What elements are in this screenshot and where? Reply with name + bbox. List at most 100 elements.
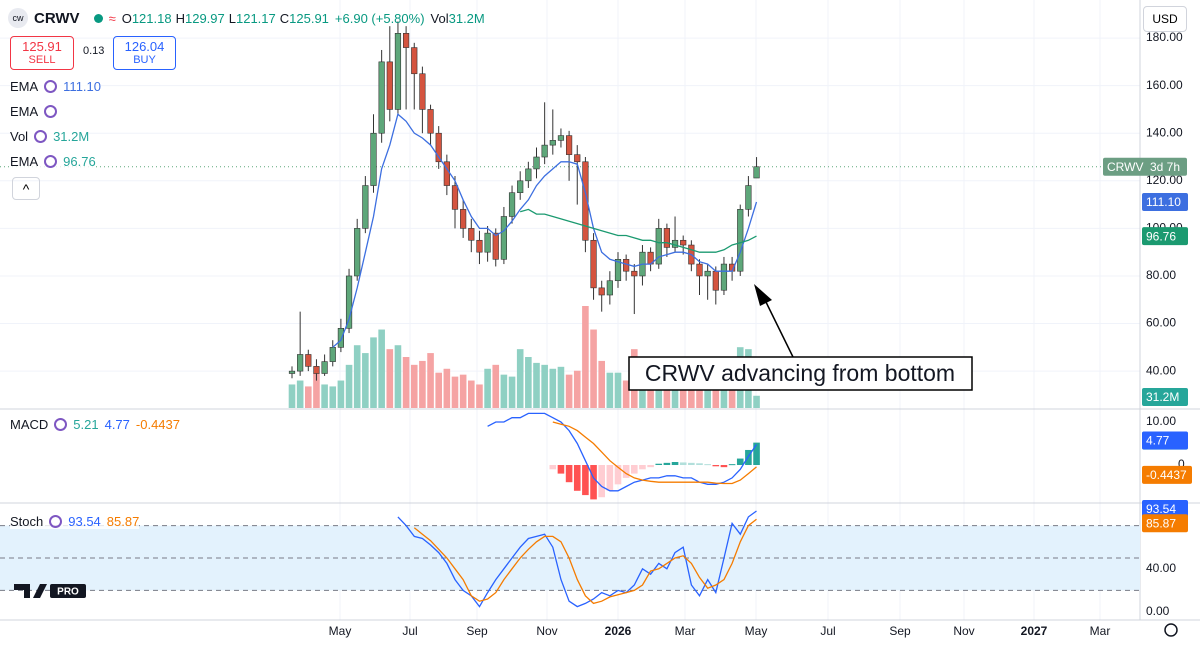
- logo-mark: [14, 584, 47, 598]
- macd-tick-label: 0: [1178, 457, 1185, 471]
- candle-body: [745, 185, 752, 210]
- macd-histogram-bar: [655, 463, 663, 466]
- price-tag-label: 85.87: [1146, 516, 1176, 530]
- y-tick-label: 160.00: [1146, 78, 1183, 92]
- ohlc-key: C: [279, 10, 290, 26]
- volume-bar: [753, 395, 760, 408]
- candle-body: [345, 275, 353, 329]
- volume-bar: [720, 378, 728, 408]
- volume-bar: [704, 380, 711, 408]
- macd-histogram-bar: [720, 465, 728, 468]
- volume-bar: [345, 364, 353, 408]
- macd-histogram-bar: [639, 465, 646, 470]
- candle-body: [370, 132, 377, 186]
- buy-label: BUY: [133, 54, 156, 66]
- macd-histogram-bar: [671, 462, 679, 466]
- candle-body: [329, 347, 336, 362]
- candle-body: [492, 232, 499, 260]
- price-tag-label: -0.4437: [1146, 468, 1187, 482]
- legend-name: Stoch: [10, 514, 44, 529]
- symbol-tag-name: CRWV: [1107, 160, 1143, 174]
- volume-bar: [655, 376, 663, 408]
- candle-body: [500, 216, 508, 260]
- price-tag-label: 93.54: [1146, 502, 1176, 516]
- volume-bar: [419, 360, 426, 408]
- volume-bar: [508, 376, 516, 408]
- candle-body: [517, 180, 524, 193]
- volume-bar: [370, 337, 377, 408]
- macd-histogram-bar: [582, 465, 589, 496]
- volume-bar: [533, 362, 540, 408]
- currency[interactable]: USD: [1143, 6, 1187, 32]
- settings-icon[interactable]: [1164, 623, 1178, 637]
- candle-body: [419, 73, 426, 110]
- macd-histogram-bar: [549, 465, 557, 470]
- change: +6.90 (+5.80%): [334, 10, 425, 26]
- candle-body: [297, 354, 304, 372]
- candle-body: [508, 192, 516, 217]
- legend-icon: [54, 418, 68, 431]
- volume-bar: [329, 386, 337, 408]
- collapse-button[interactable]: ^: [12, 177, 40, 200]
- candle-body: [590, 239, 597, 289]
- legend-name: Vol: [10, 129, 29, 144]
- x-tick-label: Sep: [889, 624, 911, 638]
- volume-bar: [353, 345, 361, 408]
- macd-histogram-bar: [728, 464, 736, 466]
- candle-body: [704, 270, 711, 277]
- price-tag: [1142, 465, 1192, 484]
- stoch-line: [397, 510, 757, 608]
- ohlc-item: L121.17: [229, 11, 276, 26]
- candle-body: [321, 361, 328, 374]
- ohlc-key: O: [121, 10, 132, 26]
- volume-bar: [459, 374, 467, 408]
- macd-histogram-bar: [736, 458, 744, 466]
- candle-body: [680, 239, 687, 246]
- buy-button[interactable]: 126.04 BUY: [113, 36, 176, 70]
- volume-bar: [525, 357, 532, 408]
- legend-row: EMA: [10, 104, 58, 119]
- volume-bar: [378, 329, 385, 408]
- buy-price: 126.04: [124, 39, 165, 54]
- x-tick-label: Mar: [1090, 624, 1111, 638]
- volume-bar: [402, 357, 410, 408]
- sell-button[interactable]: 125.91 SELL: [10, 36, 74, 70]
- volume-bar: [288, 384, 296, 408]
- ohlc-key: H: [175, 10, 185, 26]
- price-tag: [1142, 499, 1188, 518]
- macd-histogram-bar: [679, 462, 687, 466]
- volume-bar: [313, 372, 320, 408]
- candle-body: [427, 109, 434, 134]
- volume-bar: [679, 380, 687, 408]
- volume-bar: [451, 376, 459, 408]
- symbol-icon: cw: [8, 8, 28, 28]
- candle-body: [354, 228, 361, 277]
- legend-icon: [44, 155, 58, 168]
- candle-body: [753, 166, 760, 179]
- candle-body: [631, 270, 638, 277]
- volume-bar: [305, 386, 312, 408]
- symbol-tag: [1103, 157, 1187, 176]
- candle-body: [313, 366, 320, 374]
- macd-histogram-bar: [573, 465, 581, 491]
- candle-body: [386, 61, 393, 110]
- price-tag: [1142, 192, 1188, 211]
- legend-icon: [44, 105, 58, 118]
- sell-price: 125.91: [22, 39, 62, 54]
- legend-name: MACD: [10, 417, 49, 432]
- volume-bar: [549, 368, 557, 408]
- volume-bar: [468, 380, 475, 408]
- legend-row: Vol 31.2M: [10, 129, 90, 144]
- candle-body: [394, 33, 402, 110]
- legend-row: EMA 96.76: [10, 154, 96, 169]
- macd-histogram-bar: [647, 465, 654, 468]
- volume-bar: [622, 380, 630, 408]
- legend-value: 96.76: [63, 154, 96, 169]
- volume-bar: [541, 364, 548, 408]
- arrow-shaft: [763, 297, 794, 358]
- volume-bar: [476, 384, 483, 408]
- legend-row: Stoch 93.54 85.87: [10, 514, 140, 529]
- candle-body: [696, 263, 703, 277]
